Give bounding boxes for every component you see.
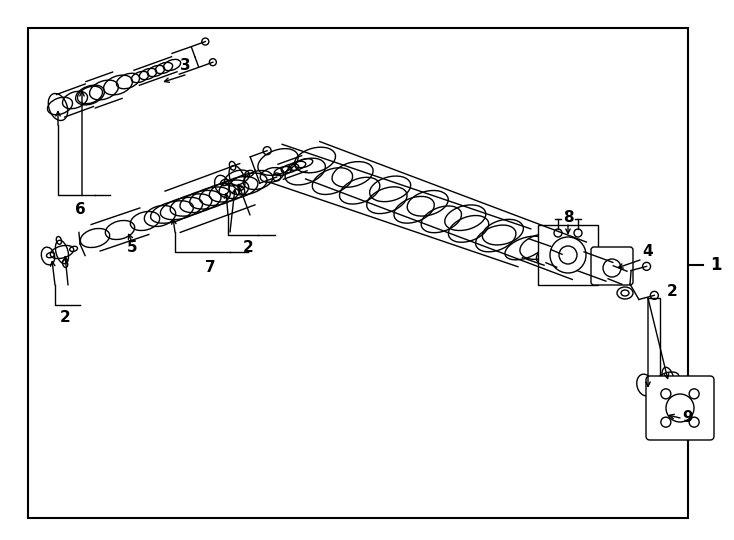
- Text: 7: 7: [205, 260, 215, 275]
- FancyBboxPatch shape: [538, 225, 598, 285]
- Text: 9: 9: [683, 410, 694, 426]
- Text: 2: 2: [666, 285, 677, 300]
- Text: 5: 5: [127, 240, 137, 255]
- Text: 2: 2: [59, 310, 70, 326]
- FancyBboxPatch shape: [646, 376, 714, 440]
- Text: 8: 8: [563, 211, 573, 226]
- Text: 3: 3: [180, 57, 190, 72]
- Text: 1: 1: [710, 256, 722, 274]
- Text: 4: 4: [643, 245, 653, 260]
- FancyBboxPatch shape: [591, 247, 633, 285]
- Text: 2: 2: [243, 240, 253, 255]
- Text: 6: 6: [75, 202, 85, 218]
- Bar: [28, 28, 688, 518]
